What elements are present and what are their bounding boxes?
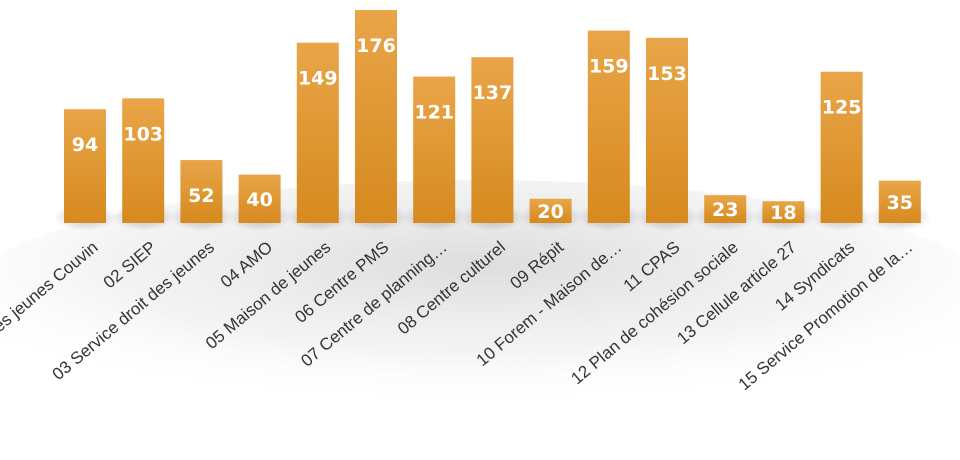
bar-value-label: 20: [537, 201, 563, 223]
bar: [646, 37, 688, 223]
bar-value-label: 176: [356, 35, 396, 57]
bar-value-label: 52: [188, 185, 214, 207]
bar: [704, 195, 747, 223]
bar-value-label: 103: [123, 123, 163, 145]
bar-value-label: 159: [589, 56, 629, 78]
bars: [64, 10, 921, 224]
bar-value-label: 40: [246, 189, 272, 211]
bar: [238, 174, 281, 223]
bar-value-label: 125: [822, 97, 862, 119]
bar: [587, 30, 630, 223]
bar: [122, 98, 165, 223]
bar-value-label: 149: [298, 68, 338, 90]
bar-value-label: 18: [770, 202, 796, 224]
bar: [64, 109, 106, 223]
bar: [413, 76, 456, 223]
bar: [180, 160, 223, 223]
bar: [878, 180, 921, 223]
bar: [762, 201, 805, 223]
bar-value-label: 153: [647, 63, 687, 85]
floor-shadow: [0, 180, 960, 420]
data-labels: 94 103 52 40 149 176 121 137 20 159 153 23 18 125 35: [72, 35, 913, 224]
bar-value-label: 94: [72, 134, 98, 156]
bar: [820, 71, 863, 223]
bar: [296, 42, 339, 224]
bar-value-label: 23: [712, 199, 738, 221]
bar-value-label: 121: [414, 102, 454, 124]
bar: [471, 57, 514, 223]
bar-value-label: 35: [887, 192, 913, 214]
bar-value-label: 137: [473, 82, 513, 104]
bar: [355, 10, 397, 223]
bar: [529, 198, 572, 223]
